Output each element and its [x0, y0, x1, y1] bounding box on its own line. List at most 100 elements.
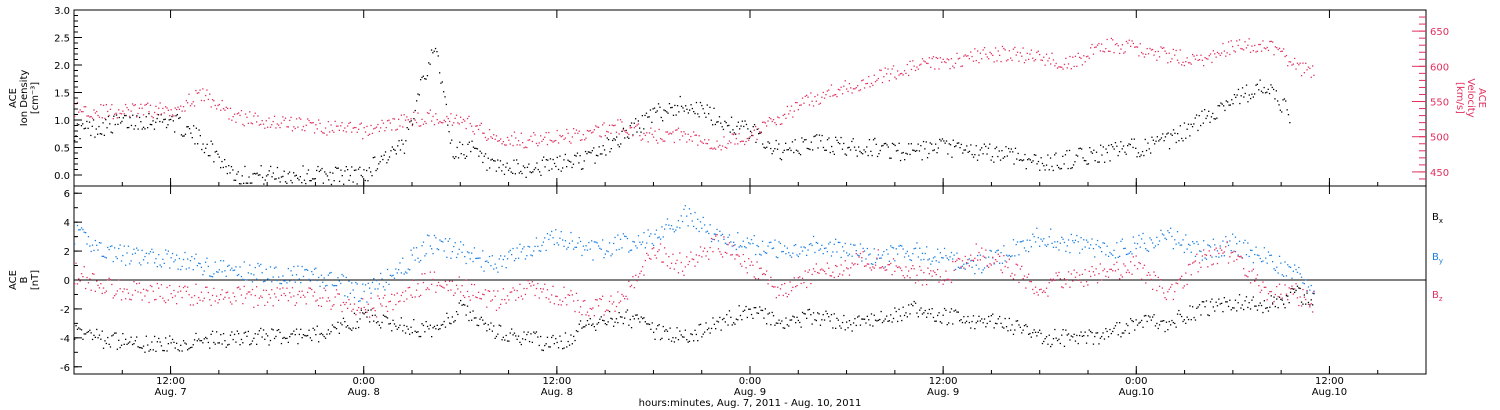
by-point	[428, 235, 430, 237]
bz-point	[876, 257, 878, 259]
bx-point	[140, 347, 142, 349]
bx-point	[764, 308, 766, 310]
bx-point	[90, 332, 92, 334]
by-point	[734, 244, 736, 246]
bz-point	[963, 267, 965, 269]
bx-point	[410, 326, 412, 328]
ion-density-point	[324, 171, 326, 173]
velocity-point	[647, 141, 649, 143]
ion-density-point	[990, 159, 992, 161]
velocity-point	[863, 87, 866, 89]
ion-density-point	[793, 151, 795, 154]
ion-density-point	[405, 140, 407, 142]
bz-point	[479, 297, 481, 300]
velocity-point	[1120, 48, 1122, 50]
by-point	[865, 258, 867, 260]
bz-point	[639, 272, 641, 275]
velocity-point	[782, 114, 784, 116]
bx-point	[165, 337, 167, 339]
bx-point	[581, 327, 583, 329]
velocity-point	[1019, 52, 1021, 54]
bx-point	[505, 334, 507, 337]
by-point	[1063, 241, 1066, 244]
bx-point	[393, 323, 396, 325]
bz-point	[1012, 278, 1015, 280]
velocity-point	[1302, 62, 1304, 64]
bz-point	[458, 276, 460, 278]
bz-point	[461, 285, 463, 287]
ion-density-point	[1044, 169, 1046, 171]
by-point	[571, 240, 573, 242]
bz-point	[1092, 271, 1095, 273]
ion-density-point	[566, 166, 568, 168]
ion-density-point	[76, 123, 78, 125]
ion-density-point	[940, 140, 942, 142]
bx-point	[832, 327, 834, 329]
ion-density-point	[1035, 154, 1037, 156]
bx-point	[209, 347, 211, 349]
bx-point	[759, 306, 761, 308]
bx-point	[542, 349, 544, 352]
bx-point	[644, 321, 646, 323]
bz-point	[785, 292, 787, 294]
velocity-point	[1294, 57, 1296, 60]
velocity-point	[404, 119, 407, 121]
bx-point	[1019, 326, 1021, 328]
by-point	[760, 254, 762, 256]
bz-point	[76, 283, 79, 285]
velocity-point	[723, 136, 725, 138]
ion-density-point	[401, 139, 403, 141]
by-point	[567, 246, 569, 248]
by-point	[351, 282, 353, 284]
bx-point	[606, 324, 608, 326]
bx-point	[608, 310, 611, 313]
bz-point	[974, 257, 976, 259]
bx-point	[570, 334, 572, 336]
bx-point	[815, 319, 817, 322]
by-point	[795, 244, 797, 246]
bz-point	[767, 283, 769, 285]
ion-density-point	[94, 136, 96, 138]
velocity-point	[858, 90, 860, 92]
by-point	[515, 257, 517, 260]
ion-density-point	[170, 118, 172, 121]
velocity-point	[444, 121, 447, 123]
bx-point	[968, 321, 970, 324]
bx-point	[837, 319, 839, 321]
bz-point	[659, 243, 662, 245]
velocity-point	[752, 134, 754, 137]
by-point	[501, 265, 503, 267]
by-point	[221, 271, 223, 273]
bz-point	[589, 307, 591, 310]
ion-density-point	[767, 141, 769, 143]
ion-density-point	[103, 134, 105, 136]
ion-density-point	[1058, 166, 1060, 169]
velocity-point	[284, 117, 287, 119]
bx-point	[422, 324, 425, 327]
velocity-point	[905, 72, 907, 74]
velocity-point	[804, 95, 806, 97]
velocity-point	[617, 119, 619, 121]
velocity-point	[1284, 55, 1286, 58]
by-point	[975, 264, 977, 266]
ion-density-point	[244, 165, 246, 168]
ion-density-point	[386, 162, 388, 164]
velocity-point	[974, 48, 976, 50]
bz-point	[137, 291, 139, 293]
ion-density-point	[759, 132, 761, 134]
bx-point	[309, 337, 311, 339]
ion-density-point	[1100, 144, 1102, 146]
velocity-point	[351, 131, 353, 133]
bx-point	[817, 312, 819, 314]
velocity-point	[1252, 50, 1254, 52]
by-point	[575, 246, 578, 248]
bx-point	[910, 303, 913, 305]
velocity-point	[1158, 56, 1161, 58]
by-point	[1110, 253, 1112, 255]
bz-point	[937, 268, 939, 271]
by-point	[542, 241, 544, 243]
ion-density-point	[999, 159, 1002, 161]
ion-density-point	[1275, 90, 1277, 92]
bx-point	[300, 328, 302, 330]
bz-point	[209, 299, 211, 301]
